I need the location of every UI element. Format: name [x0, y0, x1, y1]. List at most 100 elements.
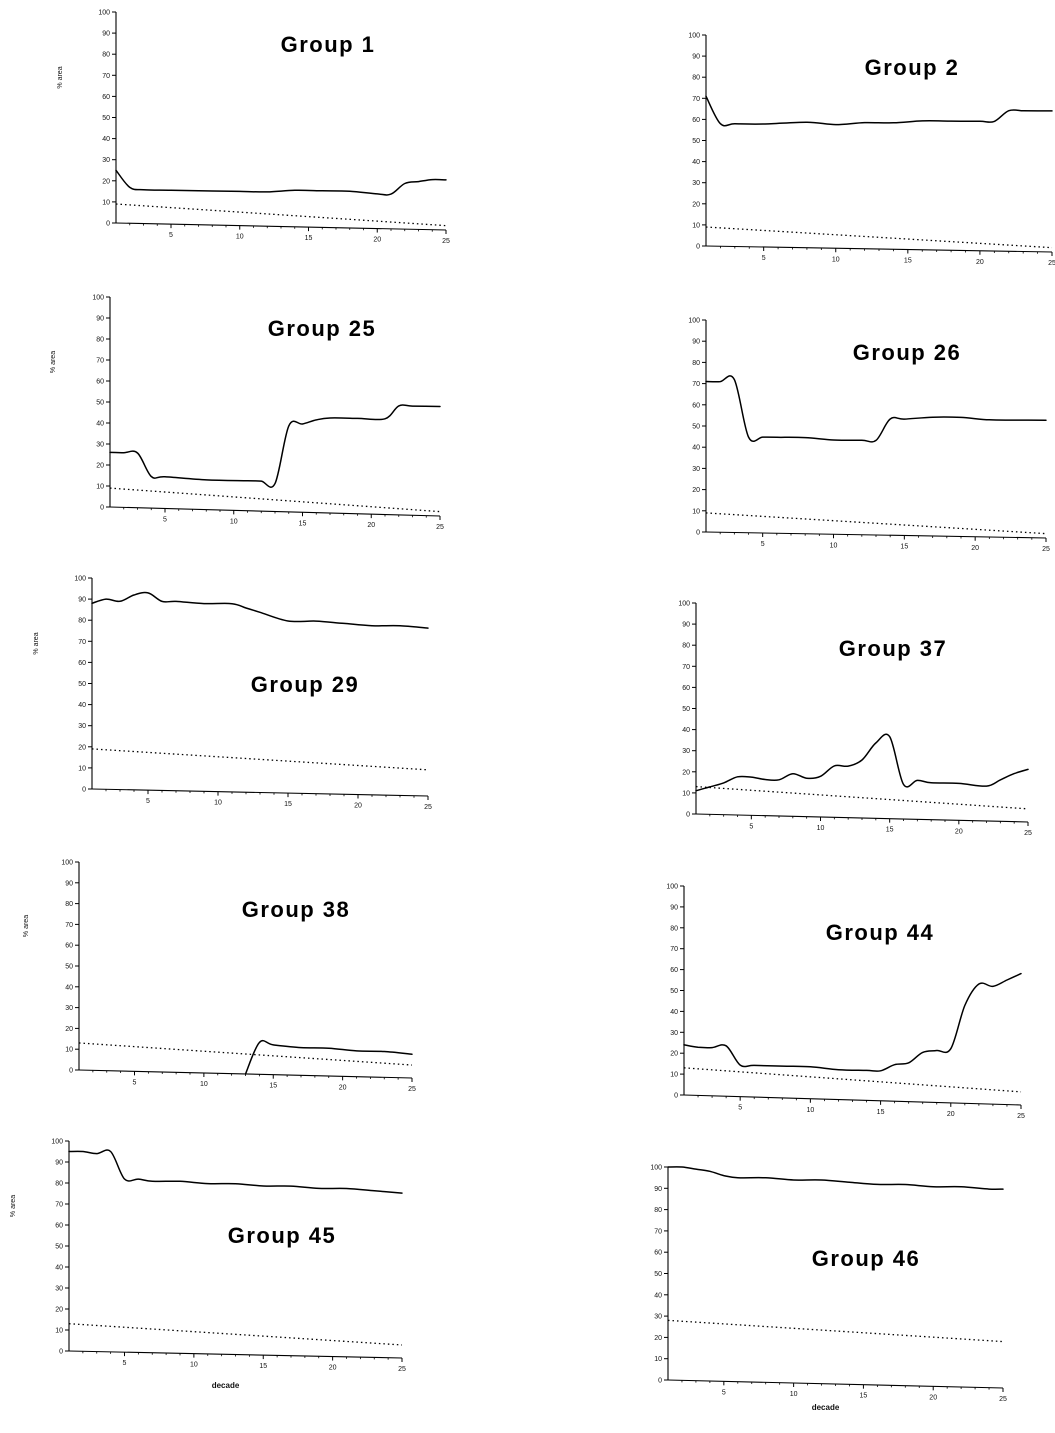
y-tick-label: 0: [59, 1349, 63, 1356]
y-tick-label: 0: [686, 812, 690, 819]
y-axis-label: % area: [23, 915, 30, 937]
y-tick-label: 30: [78, 723, 86, 730]
x-tick-label: 15: [305, 235, 313, 242]
chart-title: Group 38: [242, 897, 351, 922]
x-tick-label: 15: [900, 544, 908, 551]
y-tick-label: 10: [96, 484, 104, 491]
chart-panel-10: 0 10 20 30 40 50 60 70 80 90 100 5 10 15 20 25 Group 46 d…: [650, 1165, 1007, 1413]
chart-panel-5: 0 10 20 30 40 50 60 70 80 90 100 5 10 15 20 25 Group 29%…: [33, 576, 432, 812]
chart-panel-2: 0 10 20 30 40 50 60 70 80 90 100 5 10 15 20 25 Group 2: [688, 33, 1055, 268]
x-tick-label: 15: [877, 1109, 885, 1116]
x-tick-label: 10: [230, 518, 238, 525]
x-tick-label: 15: [284, 801, 292, 808]
x-tick-label: 5: [133, 1079, 137, 1086]
series-baseline-dotted: [115, 203, 447, 227]
y-tick-label: 70: [682, 664, 690, 671]
y-tick-label: 10: [682, 790, 690, 797]
y-tick-label: 10: [692, 508, 700, 515]
x-tick-label: 5: [123, 1360, 127, 1367]
x-tick-label: 15: [259, 1363, 267, 1370]
x-tick-label: 20: [971, 545, 979, 552]
x-tick-label: 20: [955, 828, 963, 835]
chart-title: Group 1: [281, 32, 376, 57]
x-tick-label: 10: [214, 800, 222, 807]
y-tick-label: 90: [692, 54, 700, 61]
y-tick-label: 70: [65, 922, 73, 929]
x-tick-label: 5: [749, 823, 753, 830]
y-tick-label: 0: [696, 530, 700, 537]
series-baseline-dotted: [91, 748, 429, 771]
y-tick-label: 80: [65, 901, 73, 908]
chart-panel-7: 0 10 20 30 40 50 60 70 80 90 100 5 10 15 20 25 Group 38%…: [23, 860, 416, 1094]
y-tick-label: 60: [692, 117, 700, 124]
y-tick-label: 10: [670, 1072, 678, 1079]
y-tick-label: 40: [692, 159, 700, 166]
y-tick-label: 100: [98, 10, 110, 17]
series-baseline-dotted: [78, 1042, 413, 1066]
series-line-solid: [683, 972, 1022, 1072]
x-tick-label: 20: [354, 803, 362, 810]
y-tick-label: 40: [96, 421, 104, 428]
y-tick-label: 70: [96, 358, 104, 365]
y-tick-label: 40: [78, 702, 86, 709]
y-tick-label: 40: [65, 984, 73, 991]
chart-title: Group 46: [812, 1246, 921, 1271]
y-tick-label: 20: [682, 769, 690, 776]
y-tick-label: 60: [654, 1250, 662, 1257]
x-tick-label: 25: [442, 238, 450, 245]
y-tick-label: 50: [96, 400, 104, 407]
chart-panel-8: 0 10 20 30 40 50 60 70 80 90 100 5 10 15 20 25 Group 44: [666, 884, 1025, 1121]
y-tick-label: 70: [692, 381, 700, 388]
y-tick-label: 80: [682, 643, 690, 650]
chart-panel-1: 0 10 20 30 40 50 60 70 80 90 100 5 10 15 20 25 Group 1 % …: [57, 10, 450, 246]
series-baseline-dotted: [109, 487, 441, 513]
x-tick-label: 20: [339, 1084, 347, 1091]
y-tick-label: 0: [658, 1378, 662, 1385]
y-axis-label: % area: [57, 66, 64, 88]
y-tick-label: 50: [654, 1271, 662, 1278]
y-tick-label: 90: [65, 880, 73, 887]
x-tick-label: 5: [163, 517, 167, 524]
series-line-solid: [91, 591, 429, 629]
series-line-solid: [109, 404, 441, 488]
chart-title: Group 45: [228, 1223, 337, 1248]
x-tick-label: 15: [269, 1083, 277, 1090]
y-tick-label: 20: [96, 463, 104, 470]
series-line-solid: [705, 375, 1047, 443]
y-tick-label: 60: [55, 1223, 63, 1230]
chart-title: Group 37: [839, 636, 948, 661]
y-tick-label: 80: [102, 52, 110, 59]
y-tick-label: 60: [682, 685, 690, 692]
y-tick-label: 100: [688, 318, 700, 325]
series-baseline-dotted: [68, 1323, 403, 1346]
series-line-solid: [667, 1166, 1004, 1190]
x-tick-label: 5: [722, 1389, 726, 1396]
y-tick-label: 30: [670, 1030, 678, 1037]
y-tick-label: 50: [55, 1244, 63, 1251]
y-tick-label: 90: [670, 904, 678, 911]
x-tick-label: 25: [424, 804, 432, 811]
y-tick-label: 40: [692, 445, 700, 452]
x-tick-label: 5: [169, 232, 173, 239]
y-tick-label: 30: [55, 1286, 63, 1293]
y-tick-label: 70: [55, 1202, 63, 1209]
y-tick-label: 90: [55, 1160, 63, 1167]
y-tick-label: 70: [670, 946, 678, 953]
y-tick-label: 100: [688, 33, 700, 40]
series-baseline-dotted: [695, 785, 1029, 810]
y-tick-label: 0: [82, 787, 86, 794]
x-tick-label: 25: [408, 1086, 416, 1093]
y-tick-label: 40: [55, 1265, 63, 1272]
y-tick-label: 20: [102, 178, 110, 185]
y-tick-label: 30: [102, 157, 110, 164]
x-tick-label: 25: [1024, 830, 1032, 837]
y-tick-label: 90: [102, 31, 110, 38]
x-tick-label: 5: [762, 255, 766, 262]
x-tick-label: 5: [738, 1105, 742, 1112]
y-tick-label: 20: [670, 1051, 678, 1058]
x-tick-label: 25: [1017, 1113, 1025, 1120]
y-tick-label: 30: [692, 466, 700, 473]
y-tick-label: 50: [78, 681, 86, 688]
y-tick-label: 20: [65, 1026, 73, 1033]
x-tick-label: 20: [373, 237, 381, 244]
